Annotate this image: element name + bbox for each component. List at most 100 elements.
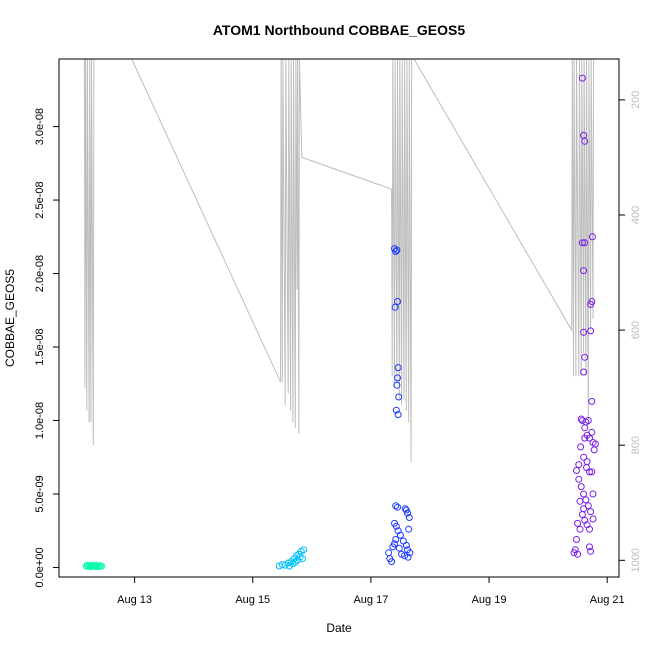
y2-tick-label: 200 <box>630 91 642 109</box>
right-axis: 200 400 600 800 1000 <box>619 91 642 573</box>
data-point <box>300 546 308 554</box>
data-point <box>394 503 401 511</box>
data-point <box>580 453 588 461</box>
x-tick-label: Aug 13 <box>117 594 152 606</box>
data-point <box>401 552 409 560</box>
data-point <box>587 547 595 555</box>
pressure-trace-layer <box>83 59 595 463</box>
data-point <box>394 364 402 372</box>
data-point <box>394 411 402 419</box>
data-point <box>580 490 588 498</box>
data-point <box>399 537 407 545</box>
x-tick-label: Aug 17 <box>353 594 388 606</box>
data-point <box>392 502 400 510</box>
data-point <box>586 525 593 533</box>
data-point <box>395 393 403 401</box>
data-point <box>574 550 582 558</box>
data-point <box>582 496 590 504</box>
data-point <box>576 497 584 505</box>
data-point <box>578 74 586 82</box>
data-point <box>575 475 583 483</box>
data-point <box>385 549 393 557</box>
data-point <box>392 248 400 255</box>
data-point <box>591 440 599 448</box>
plot-frame <box>58 58 620 578</box>
data-point <box>405 525 413 533</box>
data-point <box>588 428 596 436</box>
data-point <box>406 549 414 557</box>
data-point <box>573 536 580 543</box>
data-point <box>570 549 578 557</box>
x-axis-label: Date <box>326 621 352 635</box>
y2-tick-label: 400 <box>630 206 642 224</box>
y-tick-label: 0.0e+00 <box>34 547 46 587</box>
data-point <box>586 468 593 476</box>
data-point <box>394 374 401 382</box>
data-point <box>581 137 589 145</box>
data-point <box>392 536 400 543</box>
data-point <box>581 239 589 247</box>
data-point <box>577 443 585 451</box>
data-point <box>590 446 598 454</box>
x-axis: Aug 13 Aug 15 Aug 17 Aug 19 Aug 21 <box>117 577 625 606</box>
data-point <box>393 381 401 389</box>
y-tick-label: 3.0e-08 <box>34 108 46 145</box>
data-point <box>586 543 593 551</box>
data-point <box>573 467 580 474</box>
data-point <box>589 490 597 498</box>
data-point <box>587 327 595 335</box>
y-tick-label: 1.0e-08 <box>34 402 46 439</box>
y-tick-label: 1.5e-08 <box>34 328 46 365</box>
data-point <box>401 505 409 513</box>
data-point <box>583 458 591 466</box>
data-point <box>394 298 401 305</box>
data-point <box>588 397 596 405</box>
data-point <box>588 468 596 476</box>
y-tick-label: 5.0e-09 <box>34 475 46 512</box>
y-tick-label: 2.5e-08 <box>34 181 46 218</box>
data-point <box>581 434 589 442</box>
pressure-trace-line <box>83 59 595 463</box>
y-axis-label: COBBAE_GEOS5 <box>3 269 17 367</box>
data-points-layer <box>82 74 599 571</box>
data-point <box>578 239 586 247</box>
data-point <box>581 353 589 361</box>
data-point <box>388 558 396 566</box>
data-point <box>291 558 299 566</box>
y-axis: 0.0e+00 5.0e-09 1.0e-08 1.5e-08 2.0e-08 2.5e-… <box>34 108 59 587</box>
data-point <box>391 540 398 548</box>
data-point <box>586 434 593 442</box>
data-point <box>392 522 400 530</box>
data-point <box>574 519 582 527</box>
data-point <box>584 417 592 424</box>
y2-tick-label: 600 <box>630 321 642 339</box>
x-tick-label: Aug 19 <box>472 594 507 606</box>
x-tick-label: Aug 15 <box>235 594 270 606</box>
data-point <box>298 555 306 563</box>
data-point <box>580 505 588 513</box>
y2-tick-label: 800 <box>630 436 642 454</box>
data-point <box>395 544 403 552</box>
data-point <box>587 508 595 516</box>
chart-title: ATOM1 Northbound COBBAE_GEOS5 <box>213 22 465 38</box>
data-point <box>588 298 596 305</box>
data-point <box>580 328 588 336</box>
data-point <box>589 515 597 523</box>
data-point <box>580 267 588 275</box>
data-point <box>581 424 589 432</box>
y-tick-label: 2.0e-08 <box>34 255 46 292</box>
data-point <box>588 233 596 241</box>
data-point <box>98 562 105 570</box>
data-point <box>392 406 400 414</box>
data-point <box>575 461 583 469</box>
data-point <box>391 303 399 311</box>
y2-tick-label: 1000 <box>630 548 642 572</box>
data-point <box>393 246 401 254</box>
x-tick-label: Aug 21 <box>590 594 625 606</box>
data-point <box>405 514 413 521</box>
data-point <box>576 525 584 533</box>
data-point <box>580 368 588 376</box>
data-point <box>404 553 412 561</box>
data-point <box>396 531 404 539</box>
